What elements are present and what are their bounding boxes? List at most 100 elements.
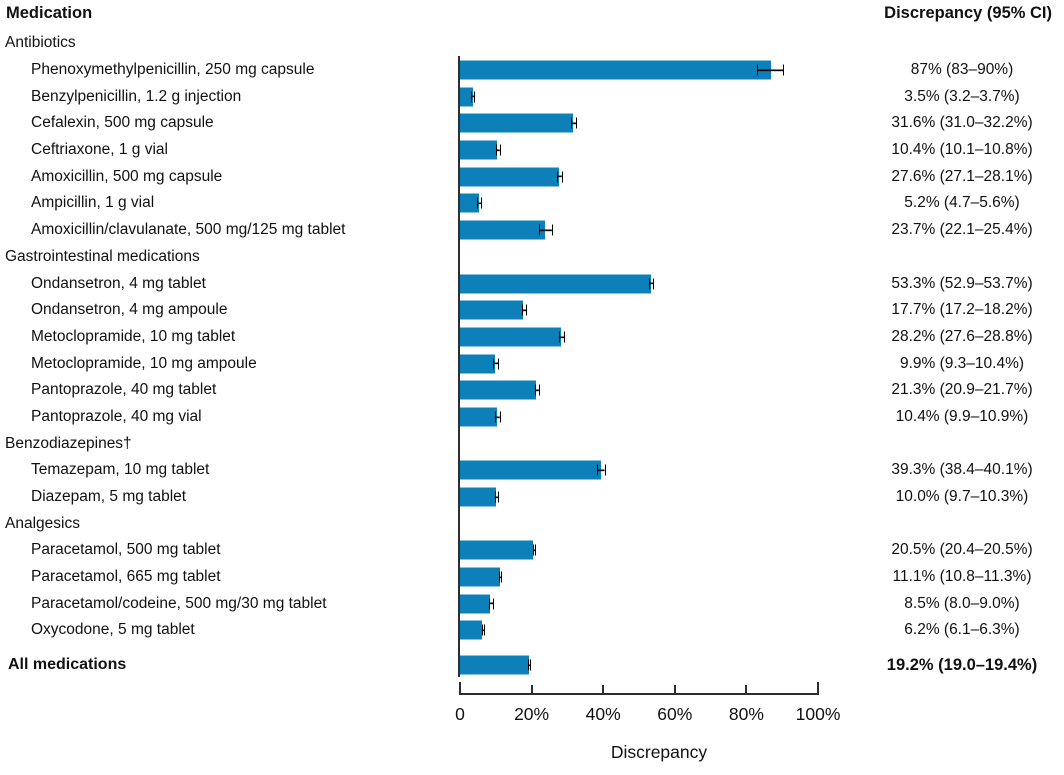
chart-row: Metoclopramide, 10 mg tablet 28.2% (27.6… xyxy=(0,324,1064,351)
error-bar xyxy=(649,278,655,290)
discrepancy-bar xyxy=(460,655,529,675)
bar-track xyxy=(460,590,818,617)
x-axis-title: Discrepancy xyxy=(610,742,708,762)
discrepancy-bar xyxy=(460,300,524,320)
chart-row: All medications 19.2% (19.0–19.4%) xyxy=(0,652,1064,679)
medication-label: Metoclopramide, 10 mg ampoule xyxy=(31,354,257,372)
error-bar xyxy=(494,491,499,503)
discrepancy-bar xyxy=(460,620,483,640)
chart-row: Antibiotics xyxy=(0,30,1064,57)
bar-track xyxy=(460,564,818,591)
chart-row: Ondansetron, 4 mg ampoule 17.7% (17.2–18… xyxy=(0,297,1064,324)
x-axis-tick-label: 80% xyxy=(728,704,764,724)
discrepancy-value: 27.6% (27.1–28.1%) xyxy=(891,167,1033,185)
x-axis-tick-label: 60% xyxy=(657,704,693,724)
chart-row: Paracetamol, 665 mg tablet 11.1% (10.8–1… xyxy=(0,564,1064,591)
bar-track xyxy=(460,430,818,457)
error-bar xyxy=(496,144,501,156)
discrepancy-value: 17.7% (17.2–18.2%) xyxy=(891,301,1033,319)
chart-row: Pantoprazole, 40 mg tablet 21.3% (20.9–2… xyxy=(0,377,1064,404)
medication-label: Pantoprazole, 40 mg tablet xyxy=(31,381,217,399)
chart-row: Ondansetron, 4 mg tablet 53.3% (52.9–53.… xyxy=(0,270,1064,297)
bar-track xyxy=(460,217,818,244)
error-bar xyxy=(570,117,578,129)
bar-track xyxy=(460,324,818,351)
x-axis-tick-label: 40% xyxy=(585,704,621,724)
discrepancy-bar xyxy=(460,540,534,560)
chart-row: Gastrointestinal medications xyxy=(0,244,1064,271)
bar-track xyxy=(460,244,818,271)
discrepancy-bar xyxy=(460,193,479,213)
error-bar xyxy=(533,544,536,556)
discrepancy-bar xyxy=(460,327,561,347)
error-bar xyxy=(495,411,502,423)
medication-column-header: Medication xyxy=(6,4,93,22)
chart-row: Metoclopramide, 10 mg ampoule 9.9% (9.3–… xyxy=(0,350,1064,377)
discrepancy-value: 39.3% (38.4–40.1%) xyxy=(891,461,1033,479)
chart-rows: Antibiotics Phenoxymethylpenicillin, 250… xyxy=(0,30,1064,679)
discrepancy-value: 31.6% (31.0–32.2%) xyxy=(891,114,1033,132)
medication-label: All medications xyxy=(8,656,127,674)
discrepancy-value: 53.3% (52.9–53.7%) xyxy=(891,274,1033,292)
medication-label: Ondansetron, 4 mg ampoule xyxy=(31,301,228,319)
medication-label: Amoxicillin/clavulanate, 500 mg/125 mg t… xyxy=(31,221,346,239)
x-axis-tick-label: 0 xyxy=(455,704,465,724)
discrepancy-bar xyxy=(460,87,473,107)
discrepancy-value: 10.0% (9.7–10.3%) xyxy=(895,488,1029,506)
bar-track xyxy=(460,457,818,484)
discrepancy-bar xyxy=(460,354,496,374)
x-axis-tick xyxy=(530,685,533,693)
discrepancy-bar xyxy=(460,487,496,507)
medication-label: Ceftriaxone, 1 g vial xyxy=(31,141,168,159)
discrepancy-value: 6.2% (6.1–6.3%) xyxy=(904,621,1020,639)
chart-row: Temazepam, 10 mg tablet 39.3% (38.4–40.1… xyxy=(0,457,1064,484)
bar-track xyxy=(460,484,818,511)
medication-label: Gastrointestinal medications xyxy=(5,247,200,265)
medication-label: Oxycodone, 5 mg tablet xyxy=(31,621,195,639)
x-axis-tick xyxy=(459,682,461,693)
chart-row: Cefalexin, 500 mg capsule 31.6% (31.0–32… xyxy=(0,110,1064,137)
discrepancy-value: 10.4% (10.1–10.8%) xyxy=(891,141,1033,159)
error-bar xyxy=(493,358,500,370)
chart-row: Ceftriaxone, 1 g vial 10.4% (10.1–10.8%) xyxy=(0,137,1064,164)
bar-track xyxy=(460,137,818,164)
discrepancy-bar xyxy=(460,113,574,133)
chart-row: Analgesics xyxy=(0,510,1064,537)
discrepancy-value: 21.3% (20.9–21.7%) xyxy=(891,381,1033,399)
discrepancy-value: 10.4% (9.9–10.9%) xyxy=(895,407,1029,425)
discrepancy-ci-column-header: Discrepancy (95% CI) xyxy=(884,4,1052,22)
medication-label: Temazepam, 10 mg tablet xyxy=(31,461,210,479)
chart-row: Paracetamol, 500 mg tablet 20.5% (20.4–2… xyxy=(0,537,1064,564)
medication-label: Paracetamol, 665 mg tablet xyxy=(31,568,221,586)
error-bar xyxy=(521,304,528,316)
bar-track xyxy=(460,190,818,217)
x-axis-line xyxy=(459,693,819,695)
chart-row: Oxycodone, 5 mg tablet 6.2% (6.1–6.3%) xyxy=(0,617,1064,644)
bar-track xyxy=(460,617,818,644)
chart-row: Pantoprazole, 40 mg vial 10.4% (9.9–10.9… xyxy=(0,404,1064,431)
medication-label: Ampicillin, 1 g vial xyxy=(31,194,155,212)
bar-track xyxy=(460,163,818,190)
discrepancy-value: 3.5% (3.2–3.7%) xyxy=(904,87,1020,105)
error-bar xyxy=(757,64,785,76)
error-bar xyxy=(481,624,485,636)
x-axis-tick xyxy=(745,685,748,693)
chart-row: Benzodiazepines† xyxy=(0,430,1064,457)
error-bar xyxy=(476,197,483,209)
bar-track xyxy=(460,350,818,377)
discrepancy-bar xyxy=(460,220,545,240)
discrepancy-value: 8.5% (8.0–9.0%) xyxy=(904,594,1020,612)
y-axis-line xyxy=(458,56,461,677)
medication-label: Benzylpenicillin, 1.2 g injection xyxy=(31,87,242,105)
medication-label: Ondansetron, 4 mg tablet xyxy=(31,274,206,292)
error-bar xyxy=(539,224,553,236)
discrepancy-value: 23.7% (22.1–25.4%) xyxy=(891,221,1033,239)
discrepancy-bar xyxy=(460,60,772,80)
discrepancy-bar xyxy=(460,460,601,480)
error-bar xyxy=(528,659,532,671)
discrepancy-value: 5.2% (4.7–5.6%) xyxy=(904,194,1020,212)
discrepancy-bar xyxy=(460,380,537,400)
bar-track xyxy=(460,537,818,564)
discrepancy-value: 9.9% (9.3–10.4%) xyxy=(899,354,1025,372)
bar-track xyxy=(460,110,818,137)
